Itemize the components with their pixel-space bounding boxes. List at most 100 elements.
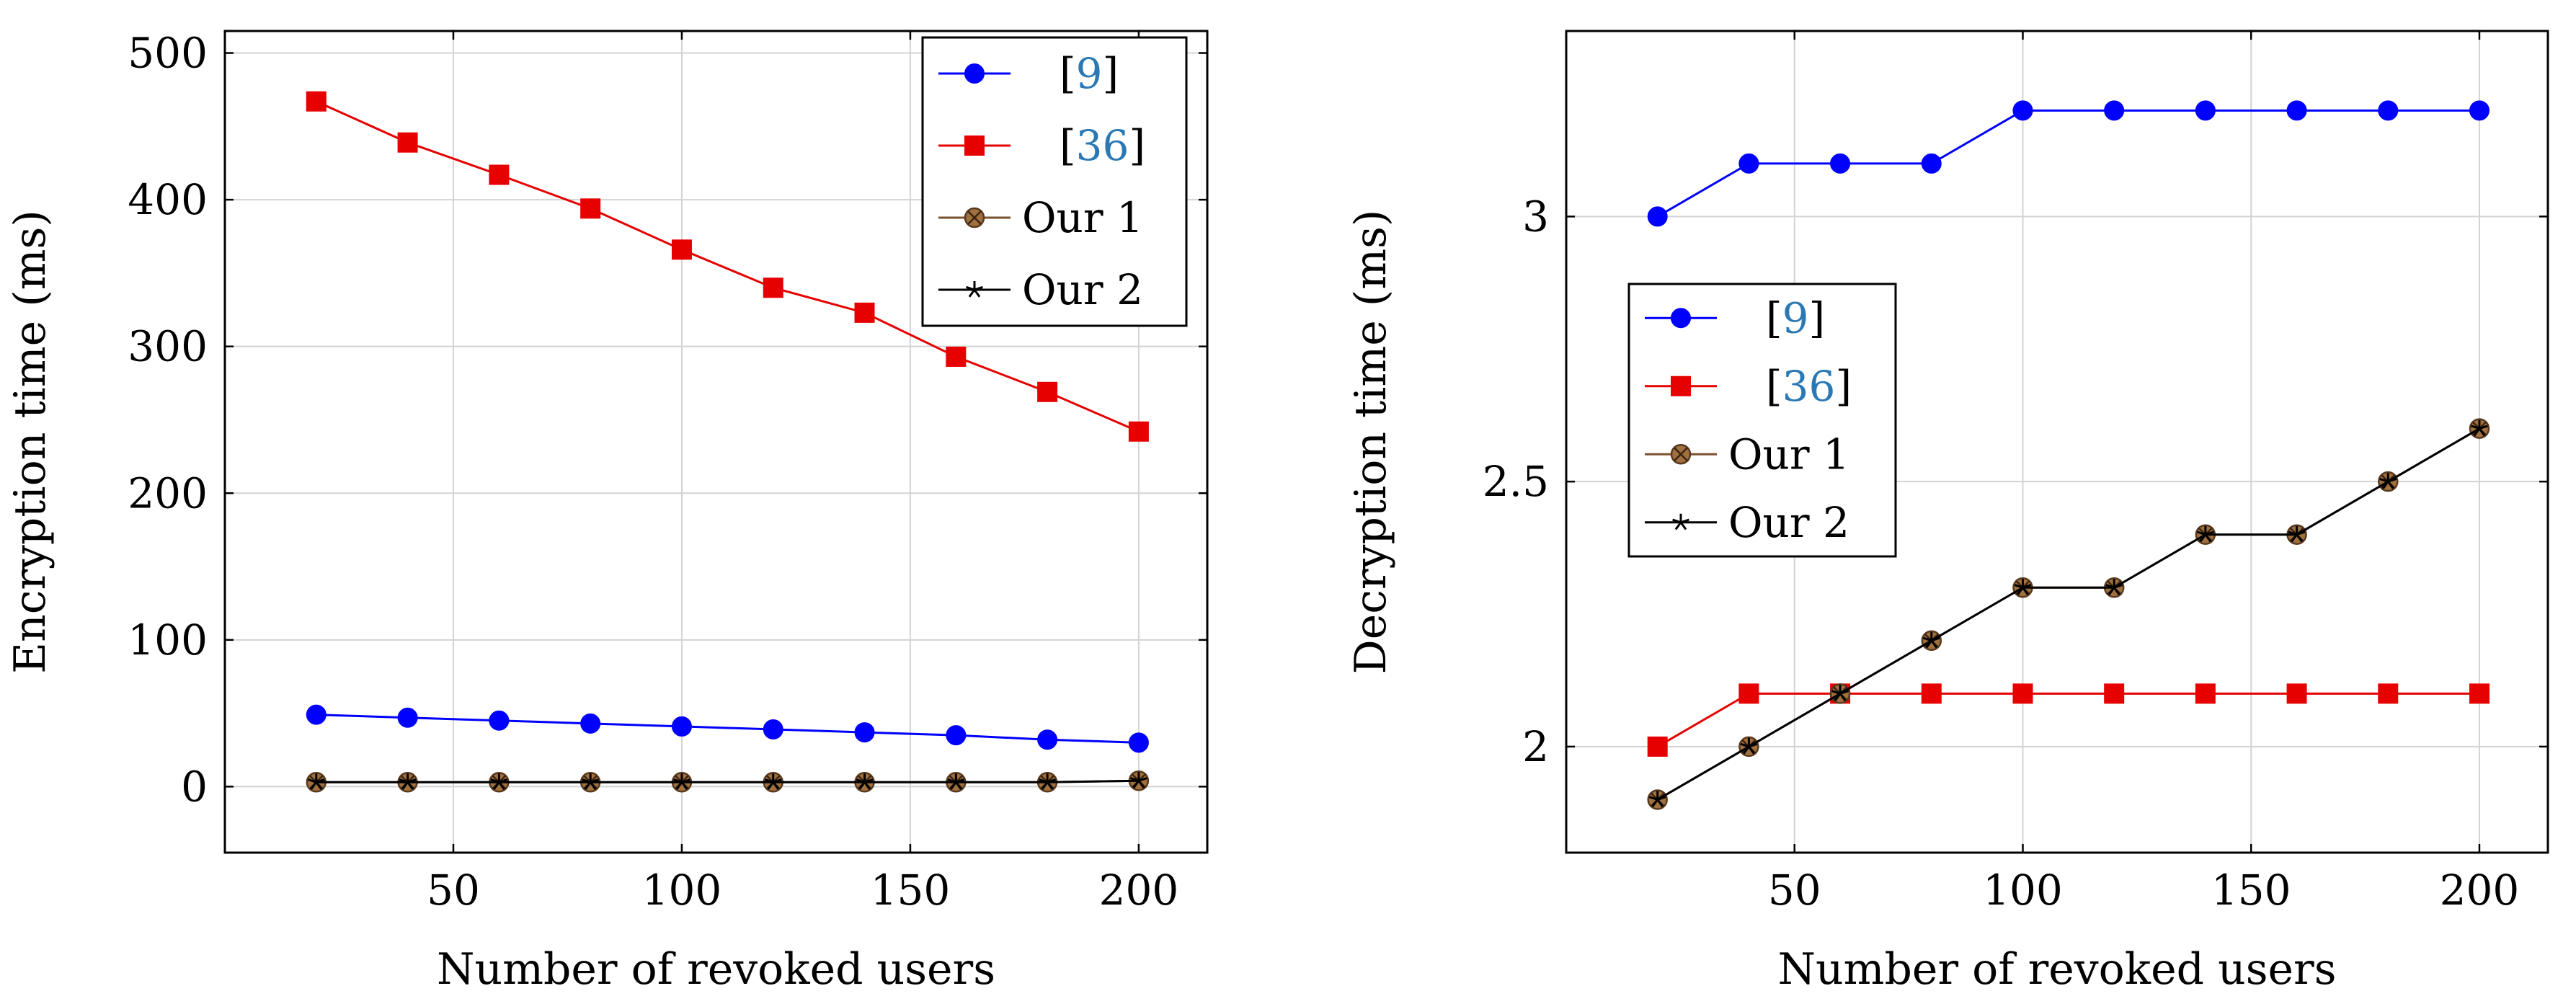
y-tick-label: 3	[1522, 192, 1549, 241]
legend-bracket-open: [	[1766, 293, 1782, 342]
data-point	[1921, 153, 1942, 174]
data-point	[307, 773, 325, 790]
legend-marker-cross-b	[1674, 447, 1688, 462]
data-point-arm	[955, 781, 962, 790]
series-1	[306, 704, 1149, 753]
legend-bracket-close: ]	[1835, 362, 1852, 411]
data-point-arm	[2382, 481, 2389, 489]
data-point	[856, 773, 874, 790]
data-point-arm	[1039, 778, 1048, 783]
data-point	[946, 346, 967, 367]
data-point	[1831, 685, 1849, 701]
data-point	[2471, 419, 2488, 437]
data-point	[673, 773, 690, 790]
legend-bracket-close: ]	[1103, 49, 1119, 98]
x-tick-label: 150	[871, 866, 951, 915]
data-point	[1128, 732, 1149, 753]
legend-marker	[1672, 513, 1689, 530]
legend-marker	[1670, 444, 1692, 465]
data-point-arm	[1047, 778, 1056, 783]
data-point-arm	[2296, 530, 2306, 536]
legend-bracket-open: [	[1766, 362, 1782, 411]
data-point-arm	[1132, 780, 1140, 788]
data-point	[2288, 525, 2306, 543]
data-point	[2195, 683, 2216, 704]
data-point-arm	[1137, 780, 1145, 788]
data-point	[2195, 100, 2216, 121]
y-tick-label: 100	[128, 616, 208, 665]
data-point	[489, 710, 510, 731]
data-point-arm	[1748, 742, 1758, 748]
legend-marker-arm	[1679, 521, 1687, 530]
data-point	[1647, 206, 1668, 227]
data-point	[1738, 683, 1759, 704]
x-tick-label: 50	[1768, 866, 1821, 915]
legend-label: Our 2	[1022, 265, 1143, 314]
data-point-arm	[2473, 427, 2481, 437]
data-point-arm	[2387, 481, 2394, 489]
data-point-arm	[864, 778, 874, 783]
legend-entry: [9]	[938, 49, 1119, 98]
data-point	[671, 716, 692, 737]
ticks: 50 100 150 200 0 100 200 300 400 500	[128, 29, 1207, 915]
data-point	[2286, 683, 2307, 704]
data-point-arm	[2022, 587, 2029, 595]
data-point	[671, 239, 692, 260]
legend-marker	[1671, 308, 1691, 329]
legend-marker-arm	[968, 289, 976, 298]
y-tick-label: 500	[128, 29, 208, 78]
data-point	[582, 773, 600, 790]
series-line	[1656, 427, 2480, 801]
legend-entry: [36]	[1645, 362, 1852, 411]
data-point-arm	[2113, 584, 2123, 589]
legend-marker-cross-b	[967, 210, 982, 225]
data-point-arm	[2105, 584, 2115, 589]
data-point-arm	[1046, 781, 1054, 790]
data-point	[763, 719, 783, 739]
data-point	[947, 773, 965, 790]
data-point-arm	[498, 778, 508, 783]
legend-citation: 9	[1076, 49, 1103, 98]
data-point-arm	[2296, 533, 2303, 543]
data-point-arm	[2113, 587, 2120, 595]
x-tick-label: 150	[2211, 866, 2291, 915]
data-point	[2105, 579, 2123, 595]
data-point-arm	[673, 778, 683, 783]
data-point	[1648, 791, 1666, 808]
y-tick-label: 2.5	[1483, 457, 1549, 506]
ticks: 50 100 150 200 2 2.5 3	[1483, 31, 2548, 915]
data-point	[580, 713, 601, 734]
data-point-arm	[1138, 777, 1147, 782]
y-axis-label: Decryption time (ms)	[1346, 210, 1396, 675]
legend-bracket-close: ]	[1129, 121, 1145, 170]
data-point	[580, 198, 601, 219]
data-point-arm	[2197, 530, 2206, 536]
data-point	[399, 773, 417, 790]
data-point	[2197, 525, 2214, 543]
y-tick-label: 0	[181, 762, 208, 811]
data-point-arm	[493, 781, 500, 790]
data-point-arm	[310, 781, 318, 790]
data-point-arm	[307, 778, 317, 783]
data-point	[1922, 631, 1940, 649]
data-point-arm	[1925, 639, 1933, 649]
legend-entry: Our 1	[938, 193, 1143, 242]
series-line	[1656, 109, 2479, 218]
legend-marker-arm	[1674, 521, 1682, 530]
data-point-arm	[1130, 777, 1140, 782]
data-point-arm	[399, 778, 409, 783]
chart-1: 50 100 150 200 0 100 200 300 400 500 Number of rev…	[5, 29, 1209, 995]
data-point	[854, 722, 875, 743]
data-point	[2104, 683, 2125, 704]
plot-frame	[1565, 30, 2549, 854]
data-point-arm	[1743, 746, 1750, 755]
legend-entry: [36]	[938, 121, 1145, 170]
legend-entry: Our 2	[1645, 498, 1849, 547]
data-point-arm	[863, 781, 871, 790]
x-tick-label: 50	[427, 866, 480, 915]
legend-label: [36]	[1060, 121, 1145, 170]
legend-label: [9]	[1766, 293, 1825, 342]
data-point-arm	[498, 781, 505, 790]
data-point-arm	[2022, 584, 2032, 589]
